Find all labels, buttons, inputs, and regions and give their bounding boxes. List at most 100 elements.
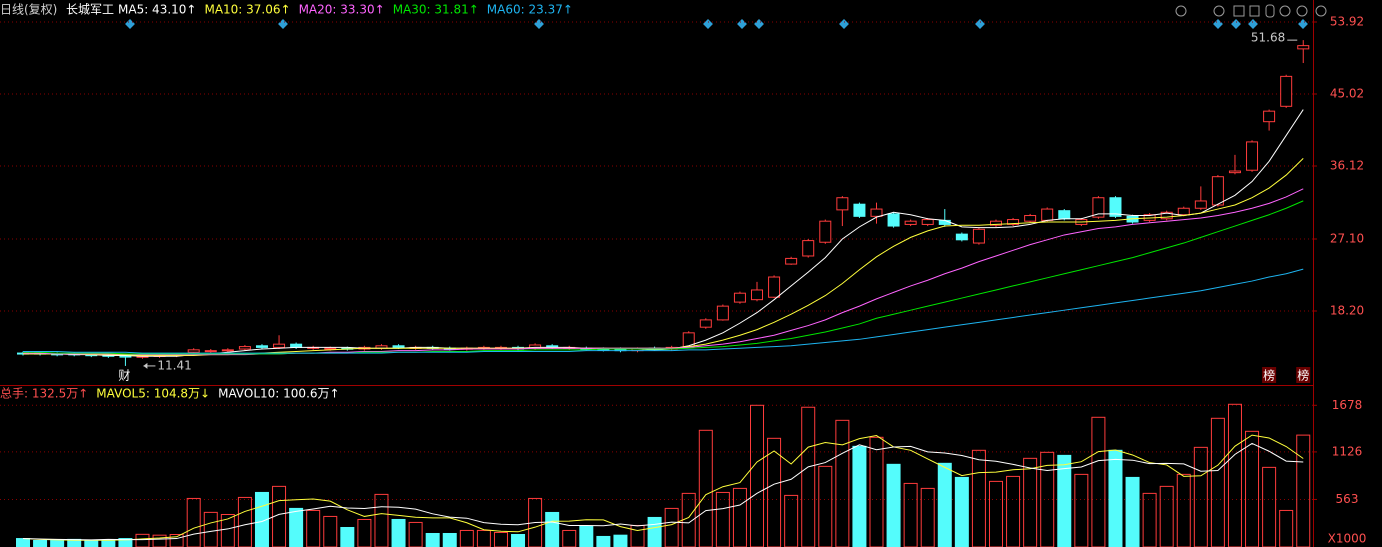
legend-entry: MA20: 33.30↑	[299, 3, 385, 17]
lock-icon[interactable]	[1249, 5, 1260, 17]
stock-name: 长城军工	[66, 3, 114, 17]
candle-body	[1109, 197, 1122, 217]
volume-bar	[869, 436, 884, 547]
candle-body	[221, 349, 234, 352]
volume-bar	[237, 496, 252, 547]
legend-entry: MAVOL5: 104.8万↓	[96, 387, 210, 401]
badge: 财	[118, 369, 130, 383]
volume-bar	[374, 493, 389, 547]
average-line	[22, 434, 1304, 541]
expand-icon[interactable]	[1279, 5, 1291, 17]
candle-body	[921, 219, 934, 225]
badge-box	[1296, 367, 1311, 383]
zoom-out-icon[interactable]	[1315, 5, 1327, 17]
volume-bar	[1296, 434, 1311, 547]
candle-body	[938, 219, 951, 225]
volume-bar	[767, 437, 782, 547]
volume-bar	[954, 476, 969, 547]
y-tick-label: 18.20	[1330, 303, 1364, 317]
volume-bar	[784, 494, 799, 547]
badge: 榜	[1297, 368, 1309, 383]
volume-bar	[1159, 485, 1174, 547]
legend-entry: MA60: 23.37↑	[487, 3, 573, 17]
hand-icon[interactable]	[1265, 4, 1275, 18]
candle-body	[187, 349, 200, 353]
average-line	[23, 200, 1304, 355]
candle-body	[1041, 208, 1054, 221]
candle-body	[836, 197, 849, 211]
legend-entry: MA10: 37.06↑	[204, 3, 290, 17]
event-marker	[839, 19, 849, 29]
candle-body	[768, 276, 781, 298]
y-tick-label: 45.02	[1330, 87, 1364, 101]
candle-body	[1280, 75, 1293, 107]
volume-bar	[476, 529, 491, 547]
volume-bar	[152, 534, 167, 547]
period-label: 日线(复权)	[0, 3, 57, 17]
average-line	[23, 188, 1304, 356]
candle-body	[238, 346, 251, 350]
volume-bar	[391, 518, 406, 547]
candle-body	[204, 350, 217, 353]
volume-bar	[511, 534, 526, 547]
volume-bar	[732, 487, 747, 547]
candle-body	[989, 220, 1002, 226]
volume-bar	[1074, 473, 1089, 547]
candle-body	[1058, 210, 1071, 220]
legend-entry: MA5: 43.10↑	[118, 3, 196, 17]
candle-body	[392, 345, 405, 348]
volume-bar	[442, 532, 457, 547]
event-marker	[703, 19, 713, 29]
volume-bar	[835, 419, 850, 547]
volume-bar	[425, 532, 440, 547]
badge: 榜	[1263, 368, 1275, 383]
volume-bar	[84, 539, 99, 547]
volume-bar	[50, 539, 65, 547]
candle-body	[1263, 110, 1276, 123]
volume-bar	[33, 539, 48, 547]
average-line	[23, 268, 1304, 354]
candle-body	[785, 257, 798, 265]
candle-body	[1228, 170, 1241, 174]
volume-bar	[1006, 475, 1021, 547]
candle-body	[904, 220, 917, 225]
candle-body	[955, 233, 968, 241]
y-unit-label: X1000	[1328, 532, 1367, 546]
view-icon[interactable]	[1213, 5, 1225, 17]
y-tick-label: 1678	[1332, 398, 1363, 412]
volume-bar	[289, 507, 304, 547]
candle-body	[1007, 219, 1020, 225]
zoom-in-icon[interactable]	[1296, 5, 1308, 17]
store-icon[interactable]	[1233, 5, 1245, 17]
event-marker	[975, 19, 985, 29]
volume-bar	[1193, 446, 1208, 547]
volume-bar	[203, 511, 218, 547]
annotation-label: 51.68	[1251, 31, 1285, 45]
volume-bar	[1023, 457, 1038, 547]
candle-body	[1024, 215, 1037, 222]
candle-body	[1297, 45, 1310, 50]
volume-bar	[579, 525, 594, 547]
settings-icon[interactable]	[1175, 5, 1187, 17]
y-tick-label: 1126	[1332, 444, 1363, 458]
volume-bar	[886, 463, 901, 547]
volume-bar	[1108, 449, 1123, 547]
candle-body	[819, 220, 832, 243]
volume-bar	[1176, 473, 1191, 547]
candle-body	[887, 213, 900, 227]
y-tick-label: 36.12	[1330, 159, 1364, 173]
legend-entry: MAVOL10: 100.6万↑	[218, 387, 339, 401]
candle-body	[1177, 207, 1190, 216]
badge-box	[117, 367, 132, 383]
badge-box	[1262, 367, 1277, 383]
volume-bar	[1210, 417, 1225, 547]
toolbar	[1175, 4, 1327, 18]
candle-body	[972, 228, 985, 244]
legend-entry: 总手: 132.5万↑	[0, 387, 88, 401]
candle-body	[870, 208, 883, 217]
legend-entry: MA30: 31.81↑	[393, 3, 479, 17]
volume-bar	[186, 497, 201, 547]
candle-body	[853, 203, 866, 217]
volume-bar	[647, 516, 662, 547]
